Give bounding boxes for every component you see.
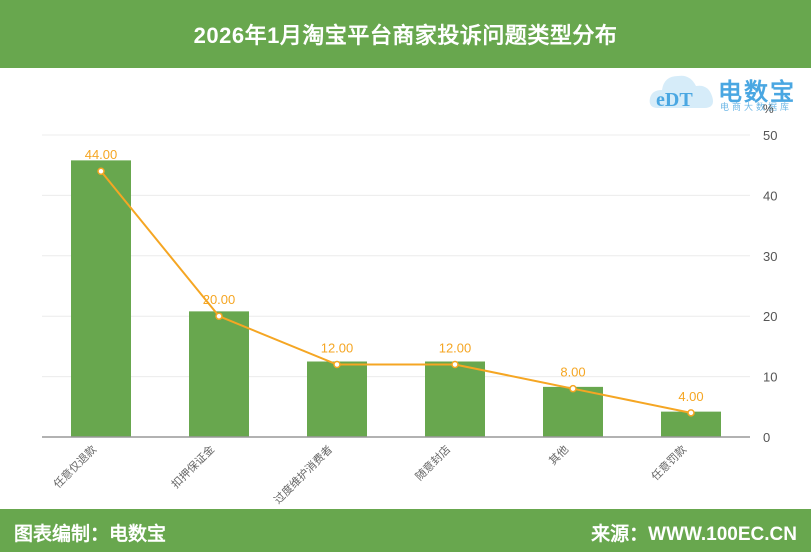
y-tick-label: 0 <box>763 430 770 445</box>
line-point <box>215 312 223 320</box>
y-axis: 0 10 20 30 40 50 <box>763 128 777 445</box>
chart-plot: 44.00 20.00 12.00 12.00 8.00 4.00 0 10 20 30 40 50… <box>42 128 777 507</box>
line-point <box>451 360 459 369</box>
svg-text:eDT: eDT <box>656 89 693 111</box>
line-point <box>97 167 105 175</box>
footer-source: 来源：WWW.100EC.CN <box>591 524 797 545</box>
chart-title: 2026年1月淘宝平台商家投诉问题类型分布 <box>193 23 618 48</box>
logo-subtitle: 电商大数据库 <box>720 102 793 112</box>
line-point <box>333 360 341 369</box>
value-label: 12.00 <box>439 341 472 356</box>
bar <box>425 361 485 437</box>
chart-footer: 图表编制：电数宝 来源：WWW.100EC.CN <box>0 509 811 552</box>
cloud-logo-icon: eDT <box>649 75 713 111</box>
x-tick-label: 扣押保证金 <box>168 442 217 491</box>
bar <box>189 311 249 437</box>
gridlines <box>42 134 750 378</box>
x-tick-label: 其他 <box>546 443 571 468</box>
x-tick-label: 任意仅退款 <box>50 442 99 491</box>
bar <box>307 361 367 437</box>
bar <box>71 160 131 438</box>
x-tick-label: 随意封店 <box>412 442 453 483</box>
logo: eDT 电数宝 电商大数据库 <box>648 66 808 116</box>
logo-brand: 电数宝 <box>718 79 796 106</box>
footer-credit: 图表编制：电数宝 <box>14 524 167 545</box>
y-tick-label: 50 <box>763 128 777 143</box>
line-series: 44.00 20.00 12.00 12.00 8.00 4.00 <box>85 147 704 417</box>
bar-series <box>71 160 721 438</box>
y-tick-label: 20 <box>763 309 777 324</box>
y-tick-label: 40 <box>763 188 777 203</box>
x-axis: 任意仅退款 扣押保证金 过度维护消费者 随意封店 其他 任意罚款 <box>50 442 689 506</box>
line-point <box>569 384 577 393</box>
x-tick-label: 任意罚款 <box>648 442 689 483</box>
value-label: 8.00 <box>560 365 585 380</box>
y-tick-label: 30 <box>763 249 777 264</box>
chart-header: 2026年1月淘宝平台商家投诉问题类型分布 <box>0 0 811 68</box>
x-tick-label: 过度维护消费者 <box>271 442 335 506</box>
y-tick-label: 10 <box>763 370 777 385</box>
value-label: 44.00 <box>85 147 118 162</box>
value-label: 20.00 <box>203 292 236 307</box>
bar <box>543 386 603 437</box>
value-label: 4.00 <box>678 389 703 404</box>
value-label: 12.00 <box>321 341 354 356</box>
line-point <box>687 409 695 417</box>
y-axis-unit: % <box>763 102 774 116</box>
